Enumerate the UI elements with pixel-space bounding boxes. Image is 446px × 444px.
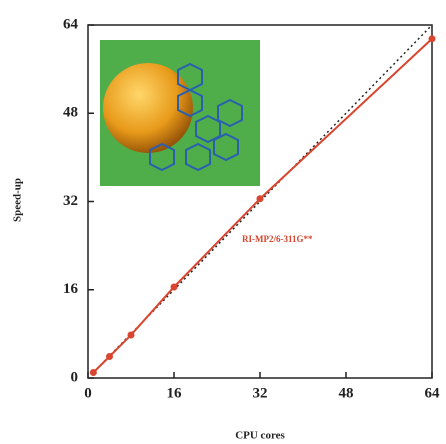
data-point	[171, 283, 178, 290]
chart: CPU cores Speed-up RI-MP2/6-311G** 0 16 32…	[0, 0, 446, 444]
x-tick-label: 48	[339, 385, 354, 401]
y-tick-label: 32	[63, 193, 78, 209]
data-point	[106, 353, 113, 360]
y-tick-label: 0	[71, 369, 79, 385]
annotation: RI-MP2/6-311G**	[242, 234, 313, 244]
x-tick-label: 16	[167, 385, 183, 401]
inset-image	[100, 40, 260, 186]
y-tick-label: 48	[63, 105, 78, 121]
x-tick-label: 0	[84, 385, 92, 401]
y-axis-label: Speed-up	[12, 178, 24, 222]
x-axis-label: CPU cores	[235, 430, 285, 442]
data-point	[429, 35, 436, 42]
y-tick-label: 64	[63, 16, 79, 32]
y-tick-label: 16	[63, 281, 79, 297]
x-tick-label: 32	[253, 385, 268, 401]
data-point	[128, 331, 135, 338]
data-point	[90, 369, 97, 376]
fullerene	[103, 63, 193, 153]
data-point	[257, 195, 264, 202]
x-tick-label: 64	[425, 385, 441, 401]
